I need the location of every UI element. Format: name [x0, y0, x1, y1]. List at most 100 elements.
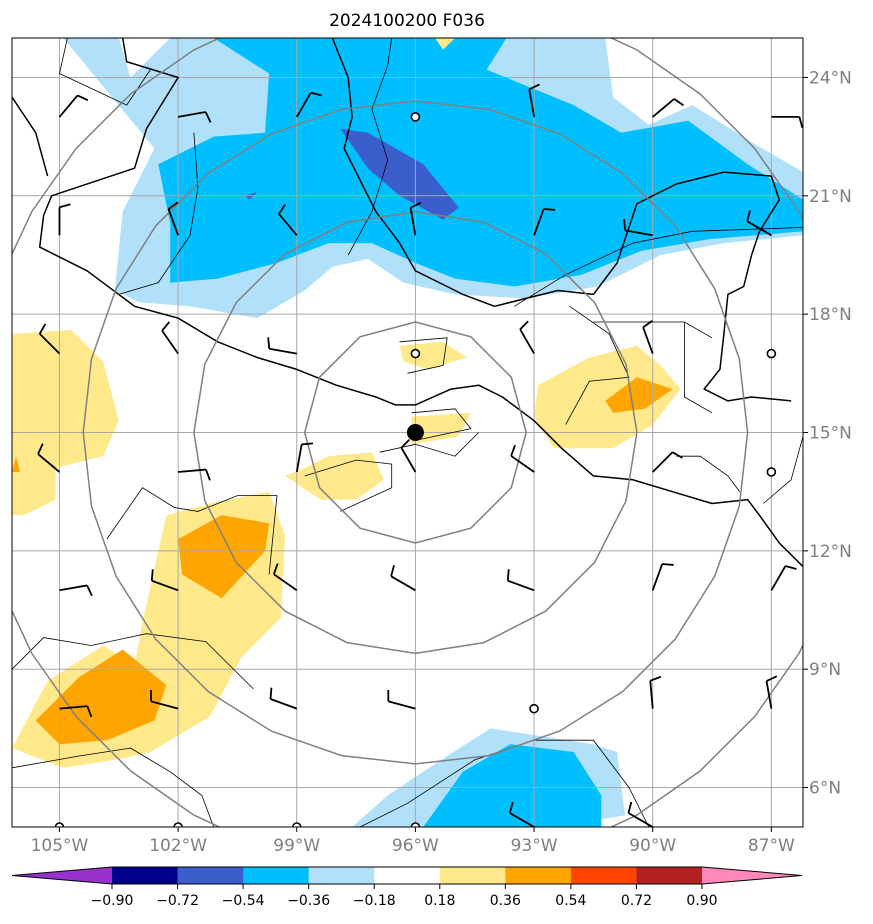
- wind-barb-shaft: [652, 98, 675, 118]
- station-3: [410, 822, 421, 827]
- wind-barb-15: [267, 337, 297, 355]
- contour-fill-9: [178, 515, 270, 599]
- wind-barb-35: [649, 675, 662, 709]
- station-2: [291, 822, 302, 827]
- coastlines: [12, 38, 803, 568]
- wind-barb-33: [269, 687, 298, 710]
- border-14: [304, 459, 393, 512]
- station-5: [410, 348, 421, 359]
- range-ring-3: [12, 38, 803, 827]
- lat-tick-label-3: 15°N: [809, 424, 852, 444]
- wind-barb-29: [651, 563, 674, 591]
- station-8: [529, 703, 539, 714]
- wind-barb-flag: [508, 801, 514, 814]
- wind-barb-shaft: [390, 575, 416, 592]
- border-4: [565, 305, 630, 425]
- lat-tick-label-1: 9°N: [809, 660, 841, 680]
- contour-fill-13: [411, 412, 471, 445]
- coastline-1: [331, 38, 792, 402]
- border-13: [379, 432, 479, 457]
- map-area: [12, 38, 803, 827]
- colorbar-tick-label-8: 0.72: [621, 893, 652, 909]
- wind-barb-shaft: [273, 573, 298, 592]
- wind-barb-19: [178, 468, 211, 481]
- colorbar-segment-6: [505, 867, 572, 884]
- wind-barb-flag: [390, 565, 395, 577]
- wind-barb-2: [296, 91, 323, 118]
- wind-barb-shaft: [642, 326, 654, 354]
- range-ring-2: [82, 100, 749, 765]
- wind-barb-shaft: [177, 111, 206, 118]
- contour-fill-15: [435, 38, 455, 50]
- wind-barb-flag: [746, 210, 751, 222]
- border-8: [763, 436, 803, 504]
- wind-barb-shaft: [400, 447, 417, 473]
- range-ring-0: [303, 321, 527, 544]
- wind-barb-36: [765, 675, 778, 709]
- wind-barb-shaft: [519, 328, 535, 355]
- range-rings: [12, 38, 803, 827]
- wind-barb-27: [390, 565, 416, 592]
- colorbar-segment-5: [439, 867, 506, 884]
- wind-barb-flag: [86, 705, 93, 718]
- contour-fill-1: [158, 38, 803, 287]
- wind-barb-flag: [673, 98, 685, 107]
- border-1: [59, 38, 151, 106]
- colorbar-segment-3: [308, 867, 375, 884]
- wind-barb-flag: [38, 323, 47, 335]
- wind-barb-flag: [528, 83, 540, 91]
- colorbar-segment-2: [243, 867, 310, 884]
- wind-barb-shaft: [533, 208, 545, 236]
- wind-barb-flag: [387, 689, 390, 702]
- wind-barb-flag: [77, 94, 89, 102]
- lon-tick-label-6: 87°W: [748, 836, 795, 856]
- colorbar-segment-1: [177, 867, 244, 884]
- colorbar-extend-low: [12, 867, 112, 884]
- station-0: [54, 822, 65, 827]
- wind-barb-flag: [37, 443, 44, 455]
- wind-barb-flag: [623, 219, 627, 231]
- wind-barb-12: [746, 210, 772, 237]
- coastline-2: [12, 96, 49, 177]
- wind-barb-shaft: [624, 229, 653, 237]
- wind-barb-shaft: [150, 700, 179, 710]
- wind-barb-flag: [410, 202, 422, 209]
- border-16: [399, 337, 448, 374]
- wind-barb-28: [506, 569, 535, 592]
- lon-tick-label-2: 99°W: [273, 836, 320, 856]
- wind-barb-11: [623, 219, 653, 237]
- colorbar: −0.90 −0.72 −0.54 −0.36 −0.18 0.18 0.36 0.54 0.7…: [11, 866, 803, 909]
- colorbar-extend-high: [702, 867, 802, 884]
- lat-tick-label-4: 18°N: [809, 305, 852, 325]
- wind-barb-shaft: [388, 700, 416, 710]
- wind-barb-3: [528, 83, 540, 118]
- wind-barb-flag: [150, 689, 152, 702]
- border-5: [593, 321, 713, 339]
- wind-barb-18: [37, 443, 61, 473]
- wind-barb-shaft: [651, 563, 664, 591]
- wind-barb-10: [533, 208, 556, 236]
- wind-barb-shaft: [58, 94, 79, 118]
- lat-tick-label-2: 12°N: [809, 542, 852, 562]
- wind-barb-20: [295, 442, 314, 473]
- wind-barb-shaft: [278, 213, 298, 236]
- wind-barb-24: [59, 584, 93, 597]
- wind-barb-flag: [649, 675, 662, 682]
- wind-barb-shaft: [409, 207, 417, 236]
- wind-barb-14: [161, 321, 179, 355]
- wind-barb-shaft: [37, 453, 61, 473]
- wind-barb-flag: [543, 208, 556, 211]
- contour-fill-16: [12, 456, 20, 472]
- wind-barb-shaft: [178, 468, 207, 473]
- coastline-0: [38, 38, 803, 568]
- wind-barb-flag: [510, 444, 516, 457]
- wind-barb-21: [400, 439, 417, 473]
- wind-barb-shaft: [269, 347, 297, 355]
- contour-fill-12: [399, 341, 467, 370]
- wind-barb-25: [150, 569, 179, 592]
- station-6: [766, 348, 777, 359]
- border-7: [676, 455, 741, 492]
- wind-barb-8: [278, 203, 298, 236]
- filled-contours: [12, 38, 803, 827]
